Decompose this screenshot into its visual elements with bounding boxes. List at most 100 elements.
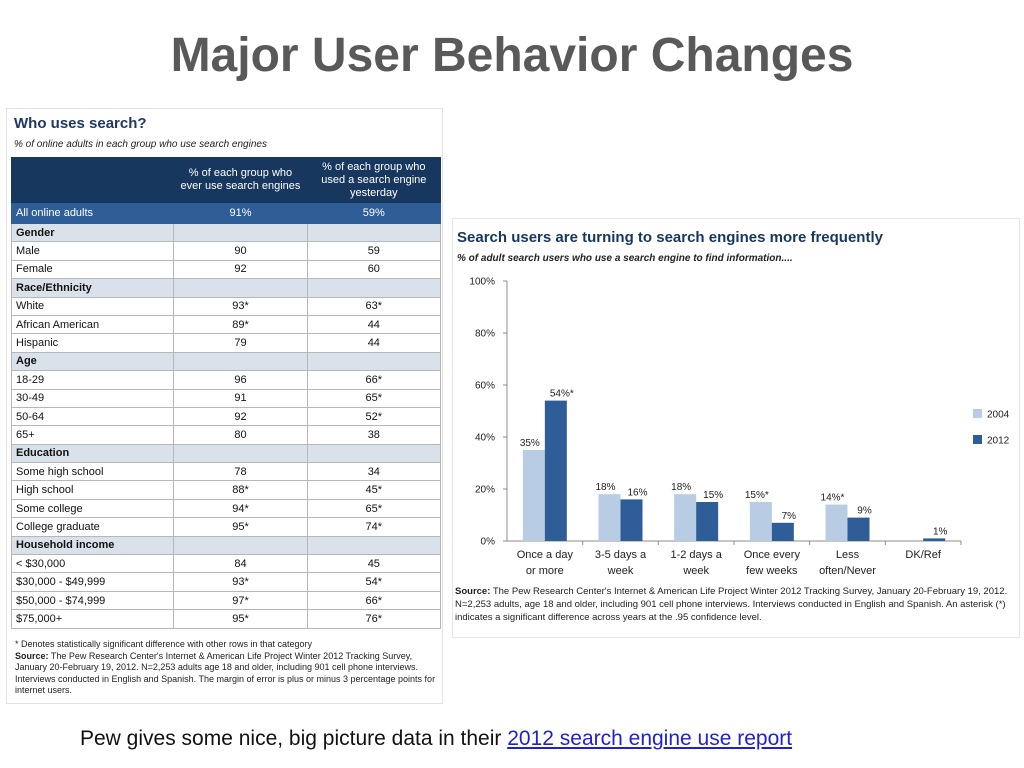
legend-label: 2004	[987, 410, 1010, 421]
table-row: African American 89* 44	[10, 314, 442, 335]
table-body: All online adults 91% 59% Gender Male 90 59 Fem…	[10, 202, 442, 629]
legend-swatch-2012	[973, 435, 982, 444]
yesterday-cell: 66*	[306, 590, 442, 611]
row-label-cell: Gender	[10, 222, 175, 243]
search-frequency-chart-panel: Search users are turning to search engin…	[452, 218, 1020, 638]
y-tick-label: 40%	[475, 433, 495, 444]
row-label-cell: High school	[10, 480, 175, 500]
x-category-label: Less	[836, 549, 860, 561]
table-row: $50,000 - $74,999 97* 66*	[10, 590, 442, 611]
ever-use-cell: 93*	[173, 572, 308, 592]
table-row: Male 90 59	[10, 241, 442, 261]
bar-data-label: 16%	[627, 487, 647, 498]
bar-2004	[522, 450, 545, 541]
footer-text: Pew gives some nice, big picture data in…	[80, 727, 508, 750]
table-row: $30,000 - $49,999 93* 54*	[10, 572, 442, 592]
bar-2012	[771, 522, 794, 541]
yesterday-cell: 44	[306, 314, 442, 335]
yesterday-cell	[306, 443, 442, 464]
ever-use-cell: 93*	[173, 296, 308, 316]
row-label-cell: Female	[10, 259, 175, 280]
x-category-label: often/Never	[819, 565, 876, 577]
table-row: 30-49 91 65*	[10, 388, 442, 408]
header-group-cell	[10, 157, 175, 203]
ever-use-cell: 84	[173, 554, 308, 574]
ever-use-cell	[173, 443, 308, 464]
row-label-cell: < $30,000	[10, 554, 175, 574]
table-row: College graduate 95* 74*	[10, 517, 442, 537]
ever-use-cell: 88*	[173, 480, 308, 500]
ever-use-cell: 91	[173, 388, 308, 408]
table-section-row: Age	[10, 351, 442, 372]
bar-2012	[696, 502, 719, 541]
table-section-row: Education	[10, 443, 442, 464]
bar-2012	[620, 499, 643, 541]
ever-use-cell	[173, 278, 308, 298]
row-label-cell: White	[10, 296, 175, 316]
row-label-cell: $50,000 - $74,999	[10, 590, 175, 611]
significance-note: * Denotes statistically significant diff…	[15, 639, 312, 649]
ever-use-cell: 94*	[173, 498, 308, 519]
ever-use-cell: 92	[173, 406, 308, 427]
ever-use-cell: 90	[173, 241, 308, 261]
ever-use-cell: 95*	[173, 517, 308, 537]
header-ever-use: % of each group who ever use search engi…	[173, 157, 308, 203]
table-row: High school 88* 45*	[10, 480, 442, 500]
search-demographics-table: % of each group who ever use search engi…	[10, 157, 442, 629]
x-category-label: 3-5 days a	[595, 549, 647, 561]
table-row: < $30,000 84 45	[10, 554, 442, 574]
ever-use-cell: 95*	[173, 609, 308, 629]
x-category-label: Once a day	[517, 549, 574, 561]
y-tick-label: 80%	[475, 329, 495, 340]
ever-use-cell: 79	[173, 333, 308, 353]
table-section-row: Household income	[10, 535, 442, 556]
chart-title: Search users are turning to search engin…	[457, 229, 883, 246]
search-demographics-table-panel: Who uses search? % of online adults in e…	[6, 108, 443, 704]
search-frequency-bar-chart: 0% 20% 40% 60% 80% 100% 35% 54%* Once a day or mo…	[469, 277, 1010, 578]
bar-2012	[847, 517, 870, 541]
yesterday-cell	[306, 351, 442, 372]
y-tick-label: 60%	[475, 381, 495, 392]
slide-footer: Pew gives some nice, big picture data in…	[80, 727, 792, 751]
row-label-cell: College graduate	[10, 517, 175, 537]
chart-source: Source: The Pew Research Center's Intern…	[455, 585, 1015, 624]
x-category-label: DK/Ref	[905, 549, 941, 561]
row-label-cell: Household income	[10, 535, 175, 556]
bar-data-label: 15%*	[745, 490, 769, 501]
bar-data-label: 7%	[782, 511, 797, 522]
table-source-text: The Pew Research Center's Internet & Ame…	[15, 650, 436, 696]
bar-data-label: 14%*	[821, 493, 845, 504]
bar-data-label: 15%	[703, 490, 723, 501]
table-total-row: All online adults 91% 59%	[10, 202, 442, 224]
table-row: $75,000+ 95* 76*	[10, 609, 442, 629]
row-label-cell: Education	[10, 443, 175, 464]
table-row: Some college 94* 65*	[10, 498, 442, 519]
yesterday-cell: 34	[306, 462, 442, 482]
table-source: Source: The Pew Research Center's Intern…	[15, 651, 439, 697]
legend-label: 2012	[987, 436, 1010, 447]
ever-use-cell: 89*	[173, 314, 308, 335]
table-subtitle: % of online adults in each group who use…	[14, 139, 267, 150]
row-label-cell: 50-64	[10, 406, 175, 427]
report-link[interactable]: 2012 search engine use report	[507, 727, 793, 750]
ever-use-cell: 97*	[173, 590, 308, 611]
table-row: 50-64 92 52*	[10, 406, 442, 427]
yesterday-cell: 45*	[306, 480, 442, 500]
bar-data-label: 18%	[595, 482, 615, 493]
yesterday-cell: 60	[306, 259, 442, 280]
y-tick-label: 100%	[469, 277, 495, 288]
ever-use-cell: 78	[173, 462, 308, 482]
table-header-row: % of each group who ever use search engi…	[10, 157, 442, 203]
ever-use-cell	[173, 222, 308, 243]
row-label-cell: All online adults	[10, 202, 175, 224]
yesterday-cell: 74*	[306, 517, 442, 537]
table-notes: * Denotes statistically significant diff…	[15, 639, 439, 697]
bar-data-label: 9%	[857, 506, 872, 517]
row-label-cell: 30-49	[10, 388, 175, 408]
table-row: 65+ 80 38	[10, 425, 442, 445]
x-category-label: or more	[526, 565, 564, 577]
ever-use-cell: 96	[173, 370, 308, 390]
row-label-cell: 18-29	[10, 370, 175, 390]
x-category-label: week	[607, 565, 634, 577]
bar-2004	[598, 494, 621, 541]
